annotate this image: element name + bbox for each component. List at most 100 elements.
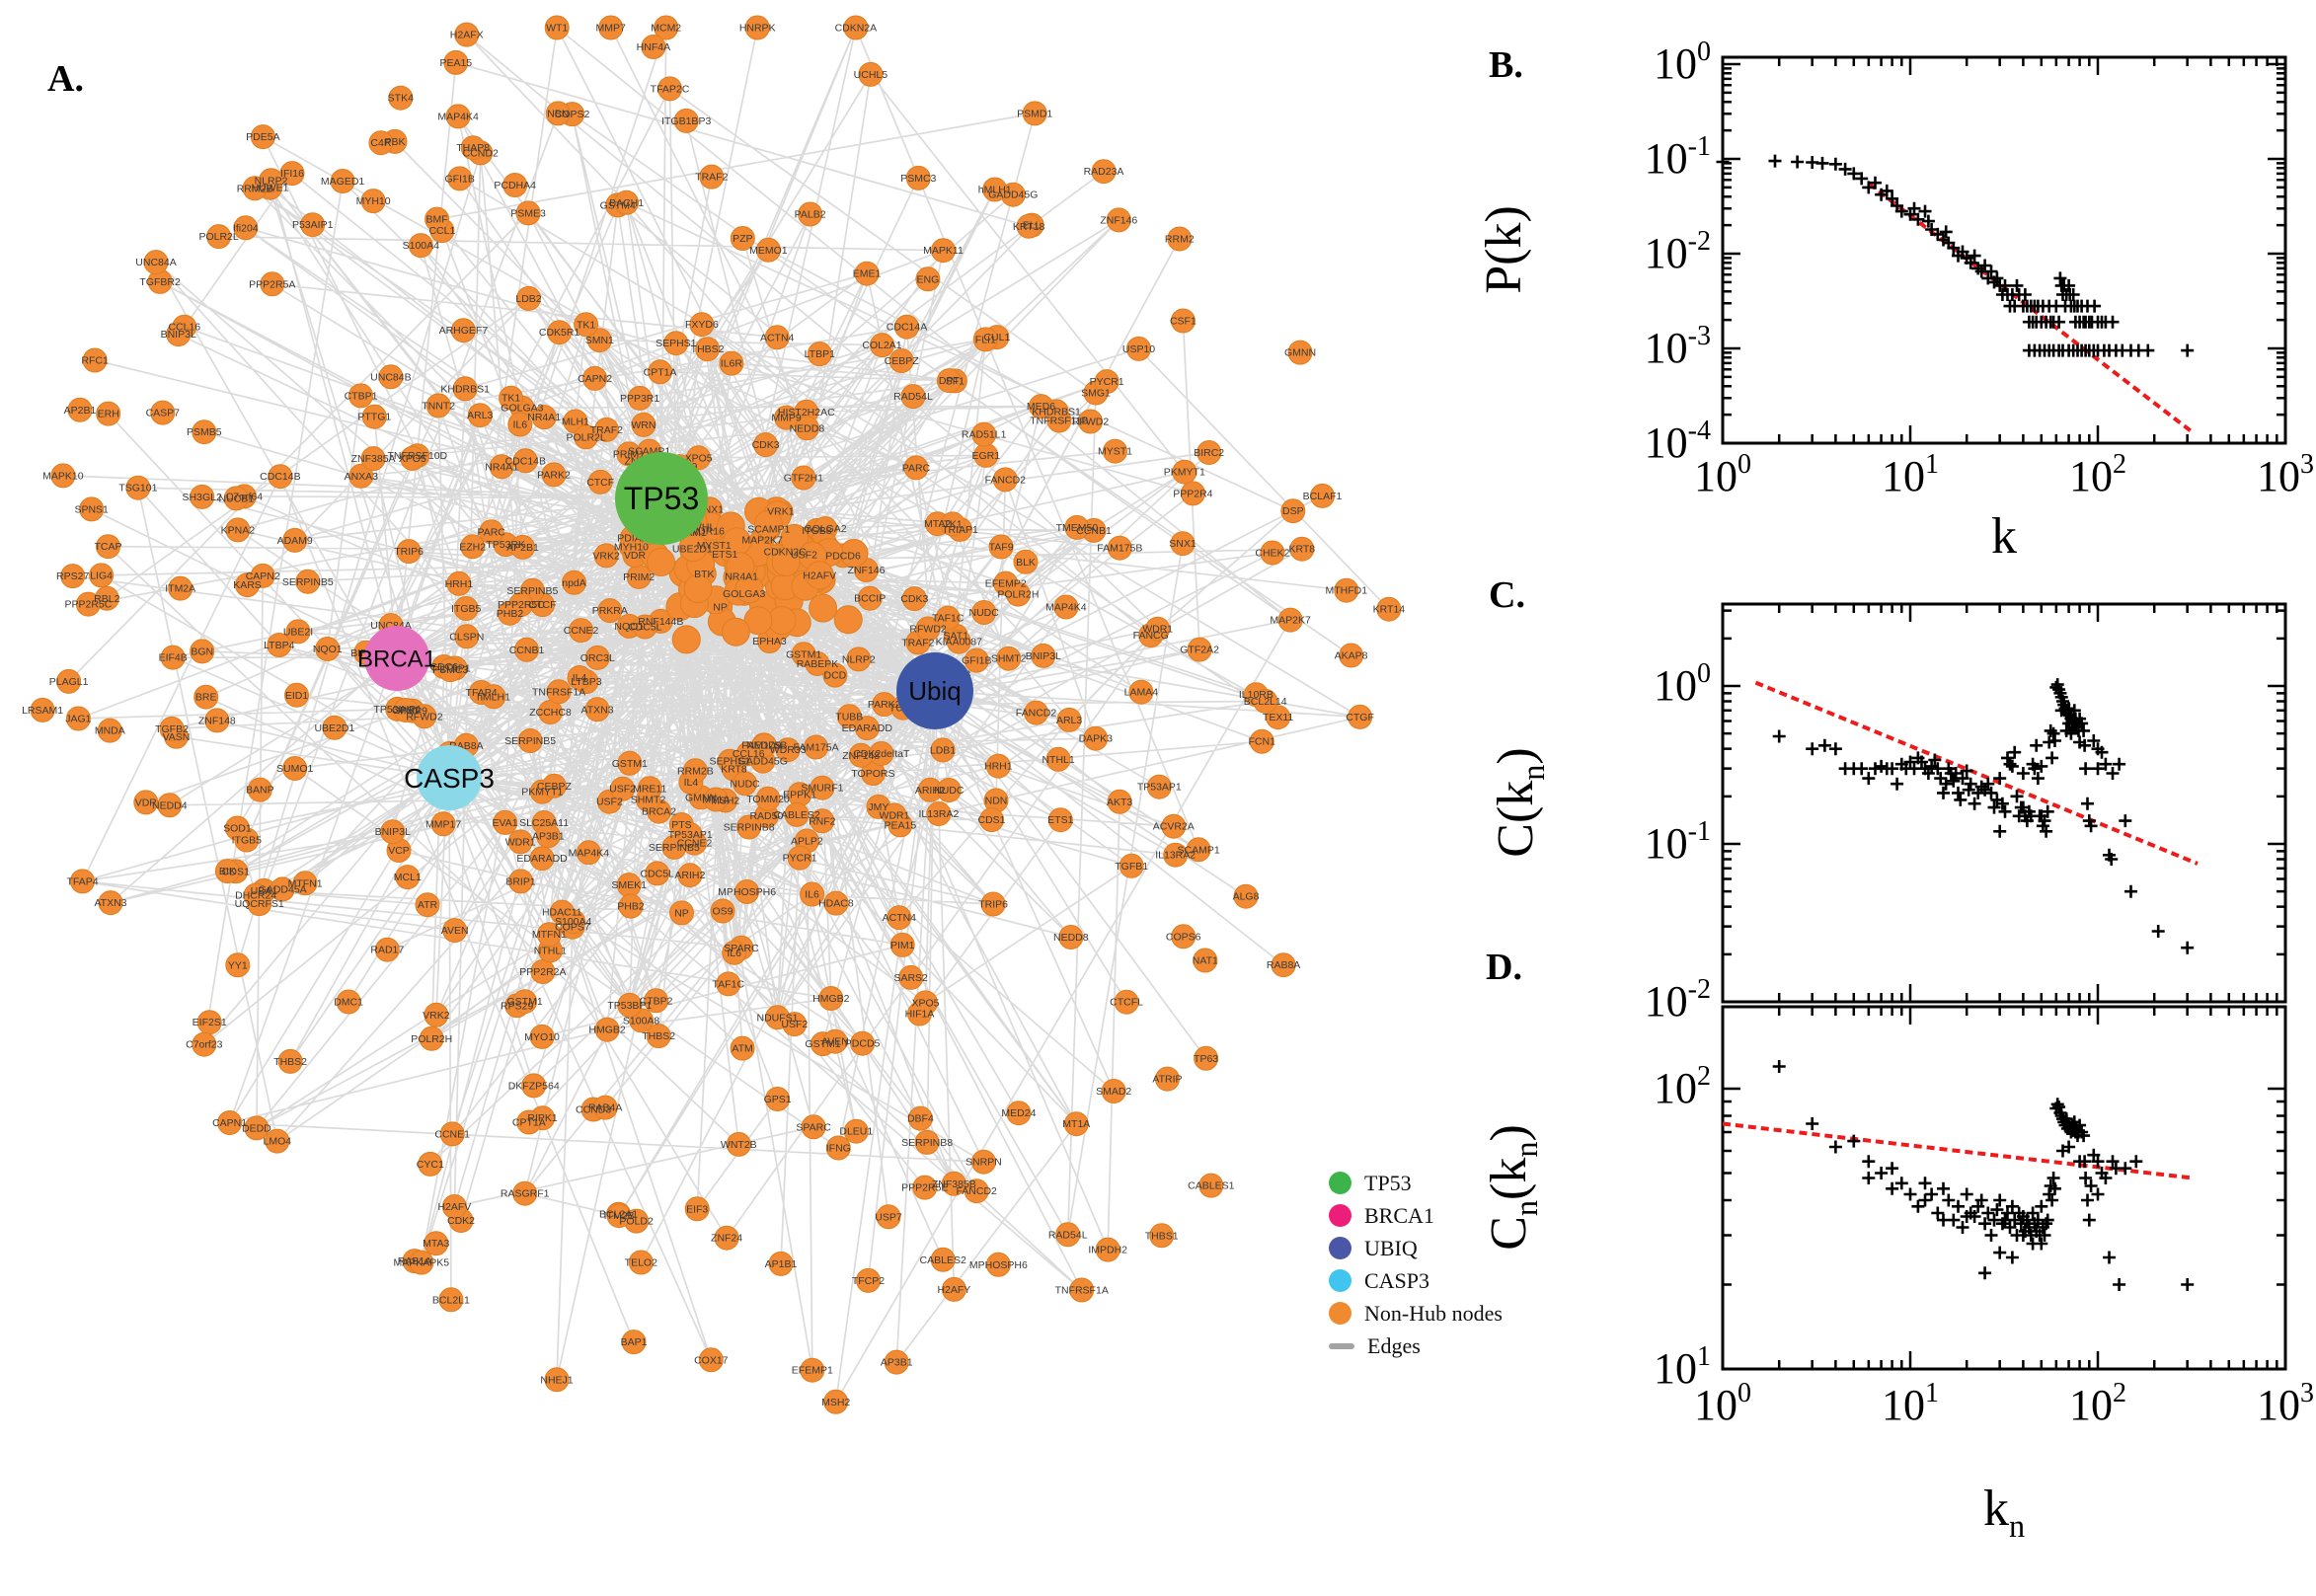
network-node-label: CEBPZ	[885, 355, 920, 367]
network-node-label: SERPINB8	[901, 1137, 953, 1149]
network-node	[454, 624, 480, 649]
network-node	[250, 124, 275, 150]
network-node-label: MEMO1	[749, 245, 788, 257]
network-node	[315, 637, 341, 661]
y-axis-label: Cn(kn)	[1481, 1124, 1544, 1251]
network-node	[736, 814, 762, 840]
network-node-label: PSME3	[510, 207, 546, 219]
network-node	[810, 775, 835, 800]
network-node-label: VRK1	[767, 506, 795, 518]
network-node-label: MTA2	[924, 518, 951, 530]
network-node	[617, 992, 643, 1018]
network-node-label: MMP7	[596, 23, 626, 35]
network-node-label: LDB1	[930, 744, 956, 756]
network-node	[259, 168, 283, 193]
network-node-label: SMEK1	[611, 879, 647, 891]
network-node-label: MTFN1	[288, 877, 323, 889]
network-node-label: GPS1	[764, 1094, 792, 1105]
network-node	[800, 881, 825, 907]
legend-node-swatch	[1329, 1204, 1351, 1227]
network-node-label: KRT8	[1288, 544, 1315, 556]
network-node	[1119, 853, 1144, 878]
network-node	[1024, 700, 1048, 725]
legend-label: Non-Hub nodes	[1364, 1300, 1503, 1326]
network-node-label: RNF2	[809, 815, 836, 827]
network-node-label: IL10RB	[1239, 689, 1274, 701]
network-node-label: BNIP3L	[375, 826, 411, 838]
network-node-label: XPO5	[399, 453, 426, 465]
network-node-label: HRH1	[445, 578, 474, 590]
network-node	[1056, 707, 1082, 732]
network-node	[454, 22, 480, 47]
network-node-label: MCL1	[394, 872, 422, 883]
network-node	[721, 617, 750, 646]
legend-item-brca1: BRCA1	[1329, 1199, 1503, 1232]
network-node-label: LAMA4	[1124, 687, 1159, 699]
network-node-label: NP	[674, 907, 689, 919]
network-node	[1064, 514, 1090, 540]
network-node	[753, 509, 783, 539]
network-node	[673, 108, 699, 133]
network-node-label: GSTM4	[600, 199, 636, 211]
network-node-label: RAD50	[749, 810, 783, 822]
network-node	[507, 829, 533, 855]
network-node-label: PSMC3	[900, 173, 936, 185]
network-node-label: CDC14B	[505, 455, 546, 467]
network-node	[582, 365, 608, 391]
network-node	[854, 261, 880, 286]
network-node-label: CDS1	[977, 814, 1005, 826]
network-node-label: SNX1	[1169, 538, 1197, 550]
network-node-label: DAPK3	[1079, 733, 1114, 745]
network-node-label: VRK2	[423, 1010, 450, 1022]
network-node-label: HMGB2	[812, 993, 850, 1005]
network-node-label: CCL1	[428, 225, 455, 237]
network-node-label: RFC1	[81, 355, 109, 367]
network-node-label: CPT1A	[512, 1117, 546, 1129]
network-node-label: MPHOSPH6	[718, 886, 776, 898]
network-node-label: ATRIP	[1152, 1074, 1182, 1086]
network-node	[716, 971, 741, 997]
network-node-label: KRT14	[1373, 604, 1406, 616]
network-node-label: PHB2	[497, 608, 524, 620]
network-node	[1170, 308, 1196, 334]
legend-item-casp3: CASP3	[1329, 1264, 1503, 1297]
network-node-label: PHB2	[617, 901, 645, 913]
network-node	[941, 1276, 966, 1302]
network-node-label: BMF	[426, 214, 448, 226]
network-node	[418, 1151, 443, 1177]
network-node	[576, 840, 601, 866]
network-node-label: FANCD2	[956, 1185, 997, 1197]
network-node	[217, 1110, 243, 1135]
network-node	[65, 706, 91, 731]
network-node	[82, 347, 108, 373]
network-node-label: PPP2R5C	[64, 599, 112, 611]
network-node	[765, 1087, 791, 1111]
network-node	[285, 619, 311, 645]
network-node-label: CCNE2	[564, 625, 599, 637]
network-node-label: RRM2B	[237, 183, 273, 194]
network-node	[1016, 213, 1042, 239]
network-node	[460, 534, 486, 560]
network-node	[1055, 1222, 1081, 1248]
network-node	[843, 1118, 869, 1144]
network-node	[1043, 399, 1069, 424]
network-node-label: GFI1B	[962, 655, 991, 667]
network-node-label: KPNA2	[221, 524, 256, 536]
legend-label: TP53	[1364, 1170, 1412, 1195]
network-node-label: EDARADD	[516, 853, 568, 865]
network-node-label: AKAP8	[1335, 650, 1368, 662]
network-node-label: BGN	[191, 646, 213, 657]
network-node	[636, 787, 660, 812]
network-node-label: SAT1	[944, 631, 969, 643]
network-node-label: EFEMP1	[792, 1365, 833, 1377]
network-node	[1193, 948, 1218, 973]
network-node-label: CDKN2A	[835, 23, 878, 35]
network-node	[1186, 837, 1211, 863]
legend-label: CASP3	[1364, 1267, 1430, 1293]
network-node	[1339, 643, 1364, 668]
network-node-label: PALB2	[795, 209, 826, 221]
network-node	[50, 463, 76, 489]
network-node	[801, 1114, 826, 1140]
network-node-label: NR4A1	[725, 570, 758, 582]
